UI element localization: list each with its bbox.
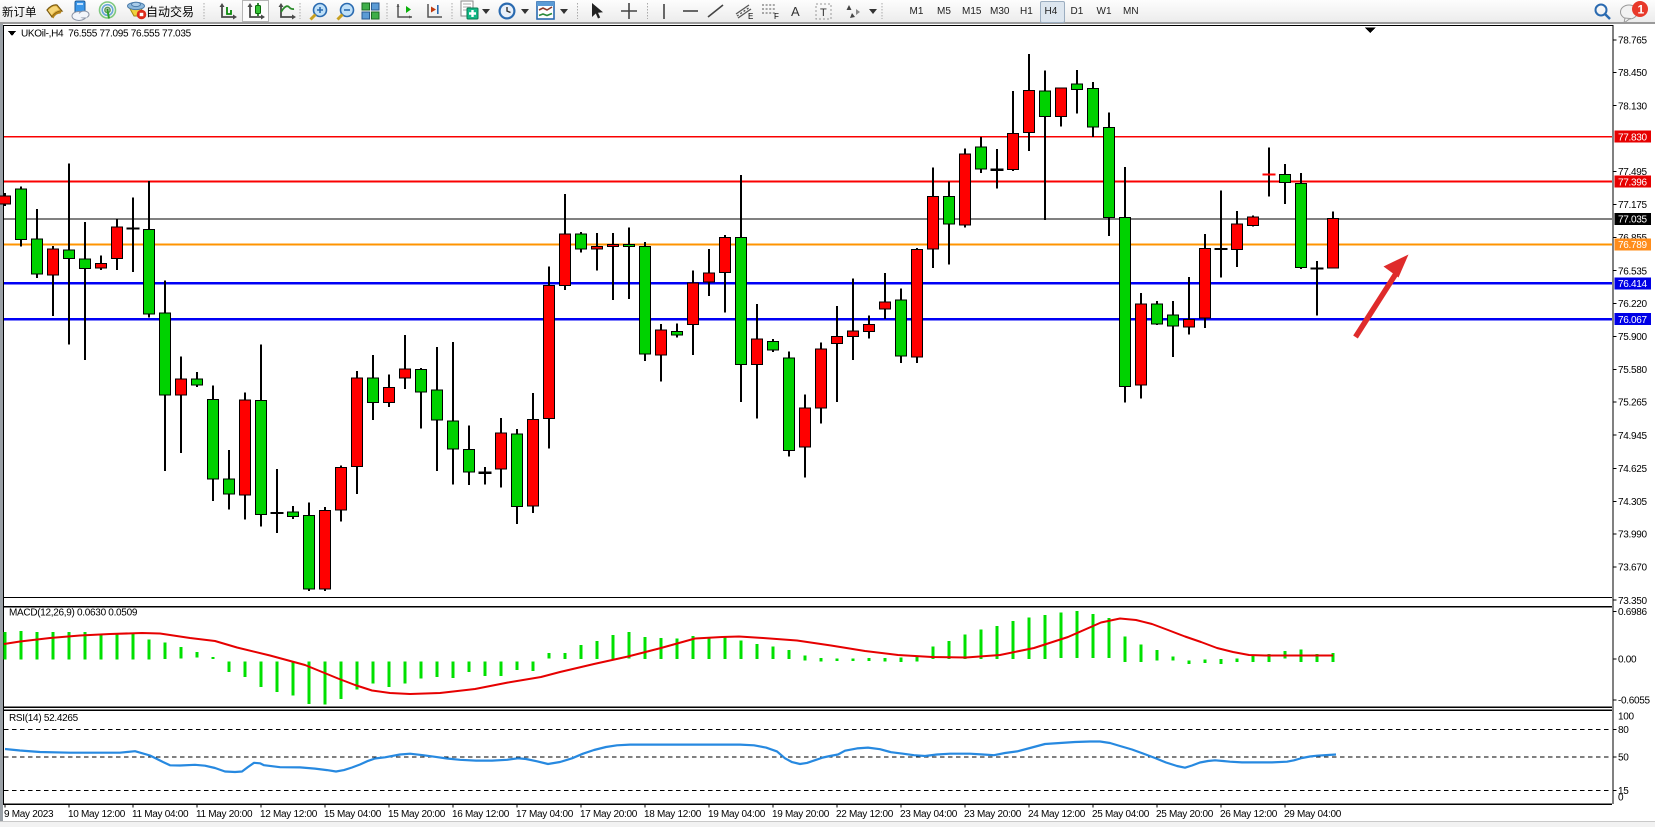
svg-text:18 May 12:00: 18 May 12:00: [644, 809, 702, 820]
svg-text:19 May 04:00: 19 May 04:00: [708, 809, 766, 820]
svg-text:76.789: 76.789: [1618, 240, 1648, 251]
svg-text:26 May 12:00: 26 May 12:00: [1220, 809, 1278, 820]
svg-text:1: 1: [1638, 3, 1645, 17]
svg-text:77.830: 77.830: [1618, 132, 1648, 143]
svg-text:16 May 12:00: 16 May 12:00: [452, 809, 510, 820]
svg-text:-0.6055: -0.6055: [1618, 696, 1651, 707]
svg-text:T: T: [820, 7, 827, 19]
svg-text:15: 15: [1618, 786, 1629, 797]
svg-text:11 May 04:00: 11 May 04:00: [132, 809, 189, 820]
svg-text:24 May 12:00: 24 May 12:00: [1028, 809, 1086, 820]
svg-text:25 May 04:00: 25 May 04:00: [1092, 809, 1150, 820]
svg-text:78.450: 78.450: [1618, 68, 1648, 79]
svg-text:23 May 04:00: 23 May 04:00: [900, 809, 958, 820]
svg-text:75.265: 75.265: [1618, 398, 1648, 409]
svg-text:77.495: 77.495: [1618, 167, 1648, 178]
svg-text:15 May 20:00: 15 May 20:00: [388, 809, 446, 820]
svg-text:77.035: 77.035: [1618, 215, 1648, 226]
svg-text:0.00: 0.00: [1618, 655, 1637, 666]
svg-text:19 May 20:00: 19 May 20:00: [772, 809, 830, 820]
svg-text:25 May 20:00: 25 May 20:00: [1156, 809, 1214, 820]
svg-text:UKOil-,H4 76.555 77.095 76.55: UKOil-,H4 76.555 77.095 76.555 77.035: [21, 29, 192, 40]
svg-text:73.670: 73.670: [1618, 563, 1648, 574]
svg-text:80: 80: [1618, 725, 1629, 736]
svg-text:E: E: [748, 12, 753, 21]
svg-text:76.067: 76.067: [1618, 315, 1648, 326]
svg-text:73.350: 73.350: [1618, 596, 1648, 607]
svg-text:0.6986: 0.6986: [1618, 607, 1648, 618]
svg-text:78.765: 78.765: [1618, 36, 1648, 47]
svg-text:12 May 12:00: 12 May 12:00: [260, 809, 318, 820]
svg-text:RSI(14) 52.4265: RSI(14) 52.4265: [9, 713, 79, 724]
svg-text:9 May 2023: 9 May 2023: [4, 809, 54, 820]
svg-text:17 May 04:00: 17 May 04:00: [516, 809, 574, 820]
svg-text:50: 50: [1618, 753, 1629, 764]
svg-text:10 May 12:00: 10 May 12:00: [68, 809, 126, 820]
svg-text:74.305: 74.305: [1618, 497, 1648, 508]
svg-text:74.625: 74.625: [1618, 464, 1648, 475]
svg-text:76.220: 76.220: [1618, 299, 1648, 310]
svg-text:75.580: 75.580: [1618, 365, 1648, 376]
svg-text:77.396: 77.396: [1618, 177, 1648, 188]
svg-text:11 May 20:00: 11 May 20:00: [196, 809, 253, 820]
svg-text:F: F: [774, 12, 779, 21]
svg-text:74.945: 74.945: [1618, 431, 1648, 442]
svg-text:73.990: 73.990: [1618, 530, 1648, 541]
svg-text:100: 100: [1618, 712, 1635, 723]
svg-text:78.130: 78.130: [1618, 101, 1648, 112]
svg-text:76.414: 76.414: [1618, 279, 1648, 290]
svg-text:76.535: 76.535: [1618, 266, 1648, 277]
svg-text:0: 0: [1618, 793, 1624, 804]
svg-text:17 May 20:00: 17 May 20:00: [580, 809, 638, 820]
svg-text:MACD(12,26,9) 0.0630 0.0509: MACD(12,26,9) 0.0630 0.0509: [9, 608, 138, 619]
svg-text:29 May 04:00: 29 May 04:00: [1284, 809, 1342, 820]
svg-text:15 May 04:00: 15 May 04:00: [324, 809, 382, 820]
svg-text:A: A: [791, 4, 800, 19]
svg-text:22 May 12:00: 22 May 12:00: [836, 809, 894, 820]
svg-text:75.900: 75.900: [1618, 332, 1648, 343]
svg-text:77.175: 77.175: [1618, 200, 1648, 211]
svg-text:23 May 20:00: 23 May 20:00: [964, 809, 1022, 820]
